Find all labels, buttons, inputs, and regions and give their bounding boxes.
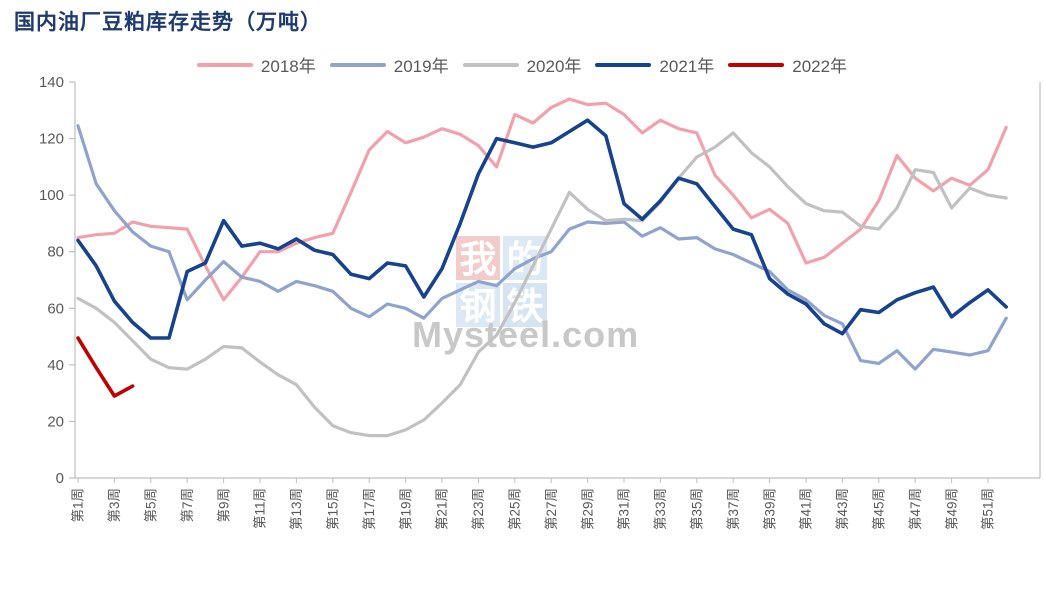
x-tick-label: 第25周 [507, 488, 523, 530]
legend-item-2022: 2022年 [728, 52, 847, 77]
watermark-char: 我 [460, 239, 497, 280]
legend-label: 2021年 [659, 57, 715, 76]
series-line-2018 [76, 97, 1008, 302]
y-tick-label: 20 [47, 413, 64, 430]
y-tick-label: 60 [47, 300, 64, 317]
legend-item-2021: 2021年 [595, 52, 714, 77]
x-tick-label: 第31周 [616, 488, 632, 530]
legend-swatch-icon [329, 62, 386, 67]
watermark-square [456, 283, 500, 327]
x-tick-label: 第51周 [980, 488, 996, 530]
series-line-2022 [76, 336, 135, 398]
y-tick-label: 120 [39, 131, 64, 148]
x-tick-label: 第27周 [543, 488, 559, 530]
series-line-2019 [76, 124, 1008, 371]
x-tick-label: 第23周 [470, 488, 486, 530]
x-tick-label: 第43周 [834, 488, 850, 530]
y-tick-label: 140 [39, 74, 64, 91]
legend-label: 2020年 [526, 57, 582, 76]
x-tick-label: 第15周 [325, 488, 341, 530]
x-tick-label: 第49周 [943, 488, 959, 530]
x-tick-label: 第7周 [179, 488, 195, 523]
x-tick-label: 第41周 [798, 488, 814, 530]
x-tick-label: 第9周 [215, 488, 231, 523]
x-tick-label: 第19周 [397, 488, 413, 530]
x-tick-label: 第21周 [434, 488, 450, 530]
x-tick-label: 第45周 [871, 488, 887, 530]
x-tick-label: 第13周 [288, 488, 304, 530]
legend-item-2020: 2020年 [462, 52, 582, 77]
chart-legend: 2018年 2019年 2020年 2021年 2022年 [0, 52, 1044, 77]
x-tick-label: 第47周 [907, 488, 923, 530]
x-tick-label: 第37周 [725, 488, 741, 530]
x-tick-label: 第1周 [70, 488, 86, 523]
x-tick-label: 第39周 [761, 488, 777, 530]
legend-item-2019: 2019年 [329, 52, 449, 77]
legend-item-2018: 2018年 [196, 52, 316, 77]
watermark: 我的钢 铁Mysteel.com [412, 236, 639, 355]
legend-label: 2022年 [792, 57, 848, 76]
legend-swatch-icon [462, 62, 519, 67]
y-tick-label: 100 [39, 187, 64, 204]
watermark-square [503, 283, 547, 327]
y-tick-label: 40 [47, 357, 64, 374]
series-line-2020 [76, 131, 1008, 438]
chart-title: 国内油厂豆粕库存走势（万吨） [14, 9, 322, 34]
series-line-2021 [76, 118, 1009, 340]
legend-swatch-icon [595, 62, 652, 67]
watermark-char: 钢 [460, 286, 497, 327]
x-tick-label: 第11周 [252, 488, 268, 529]
legend-label: 2018年 [260, 57, 316, 76]
y-tick-label: 80 [47, 244, 64, 261]
legend-label: 2019年 [393, 57, 449, 76]
watermark-square [456, 236, 500, 280]
x-tick-label: 第35周 [689, 488, 705, 530]
x-tick-label: 第17周 [361, 488, 377, 530]
x-tick-label: 第33周 [652, 488, 668, 530]
x-tick-label: 第3周 [106, 488, 122, 523]
x-tick-label: 第5周 [143, 488, 159, 523]
x-tick-label: 第29周 [579, 488, 595, 530]
legend-swatch-icon [196, 62, 253, 67]
y-tick-label: 0 [56, 470, 64, 487]
legend-swatch-icon [728, 62, 785, 67]
watermark-brand-text: Mysteel.com [412, 314, 639, 355]
